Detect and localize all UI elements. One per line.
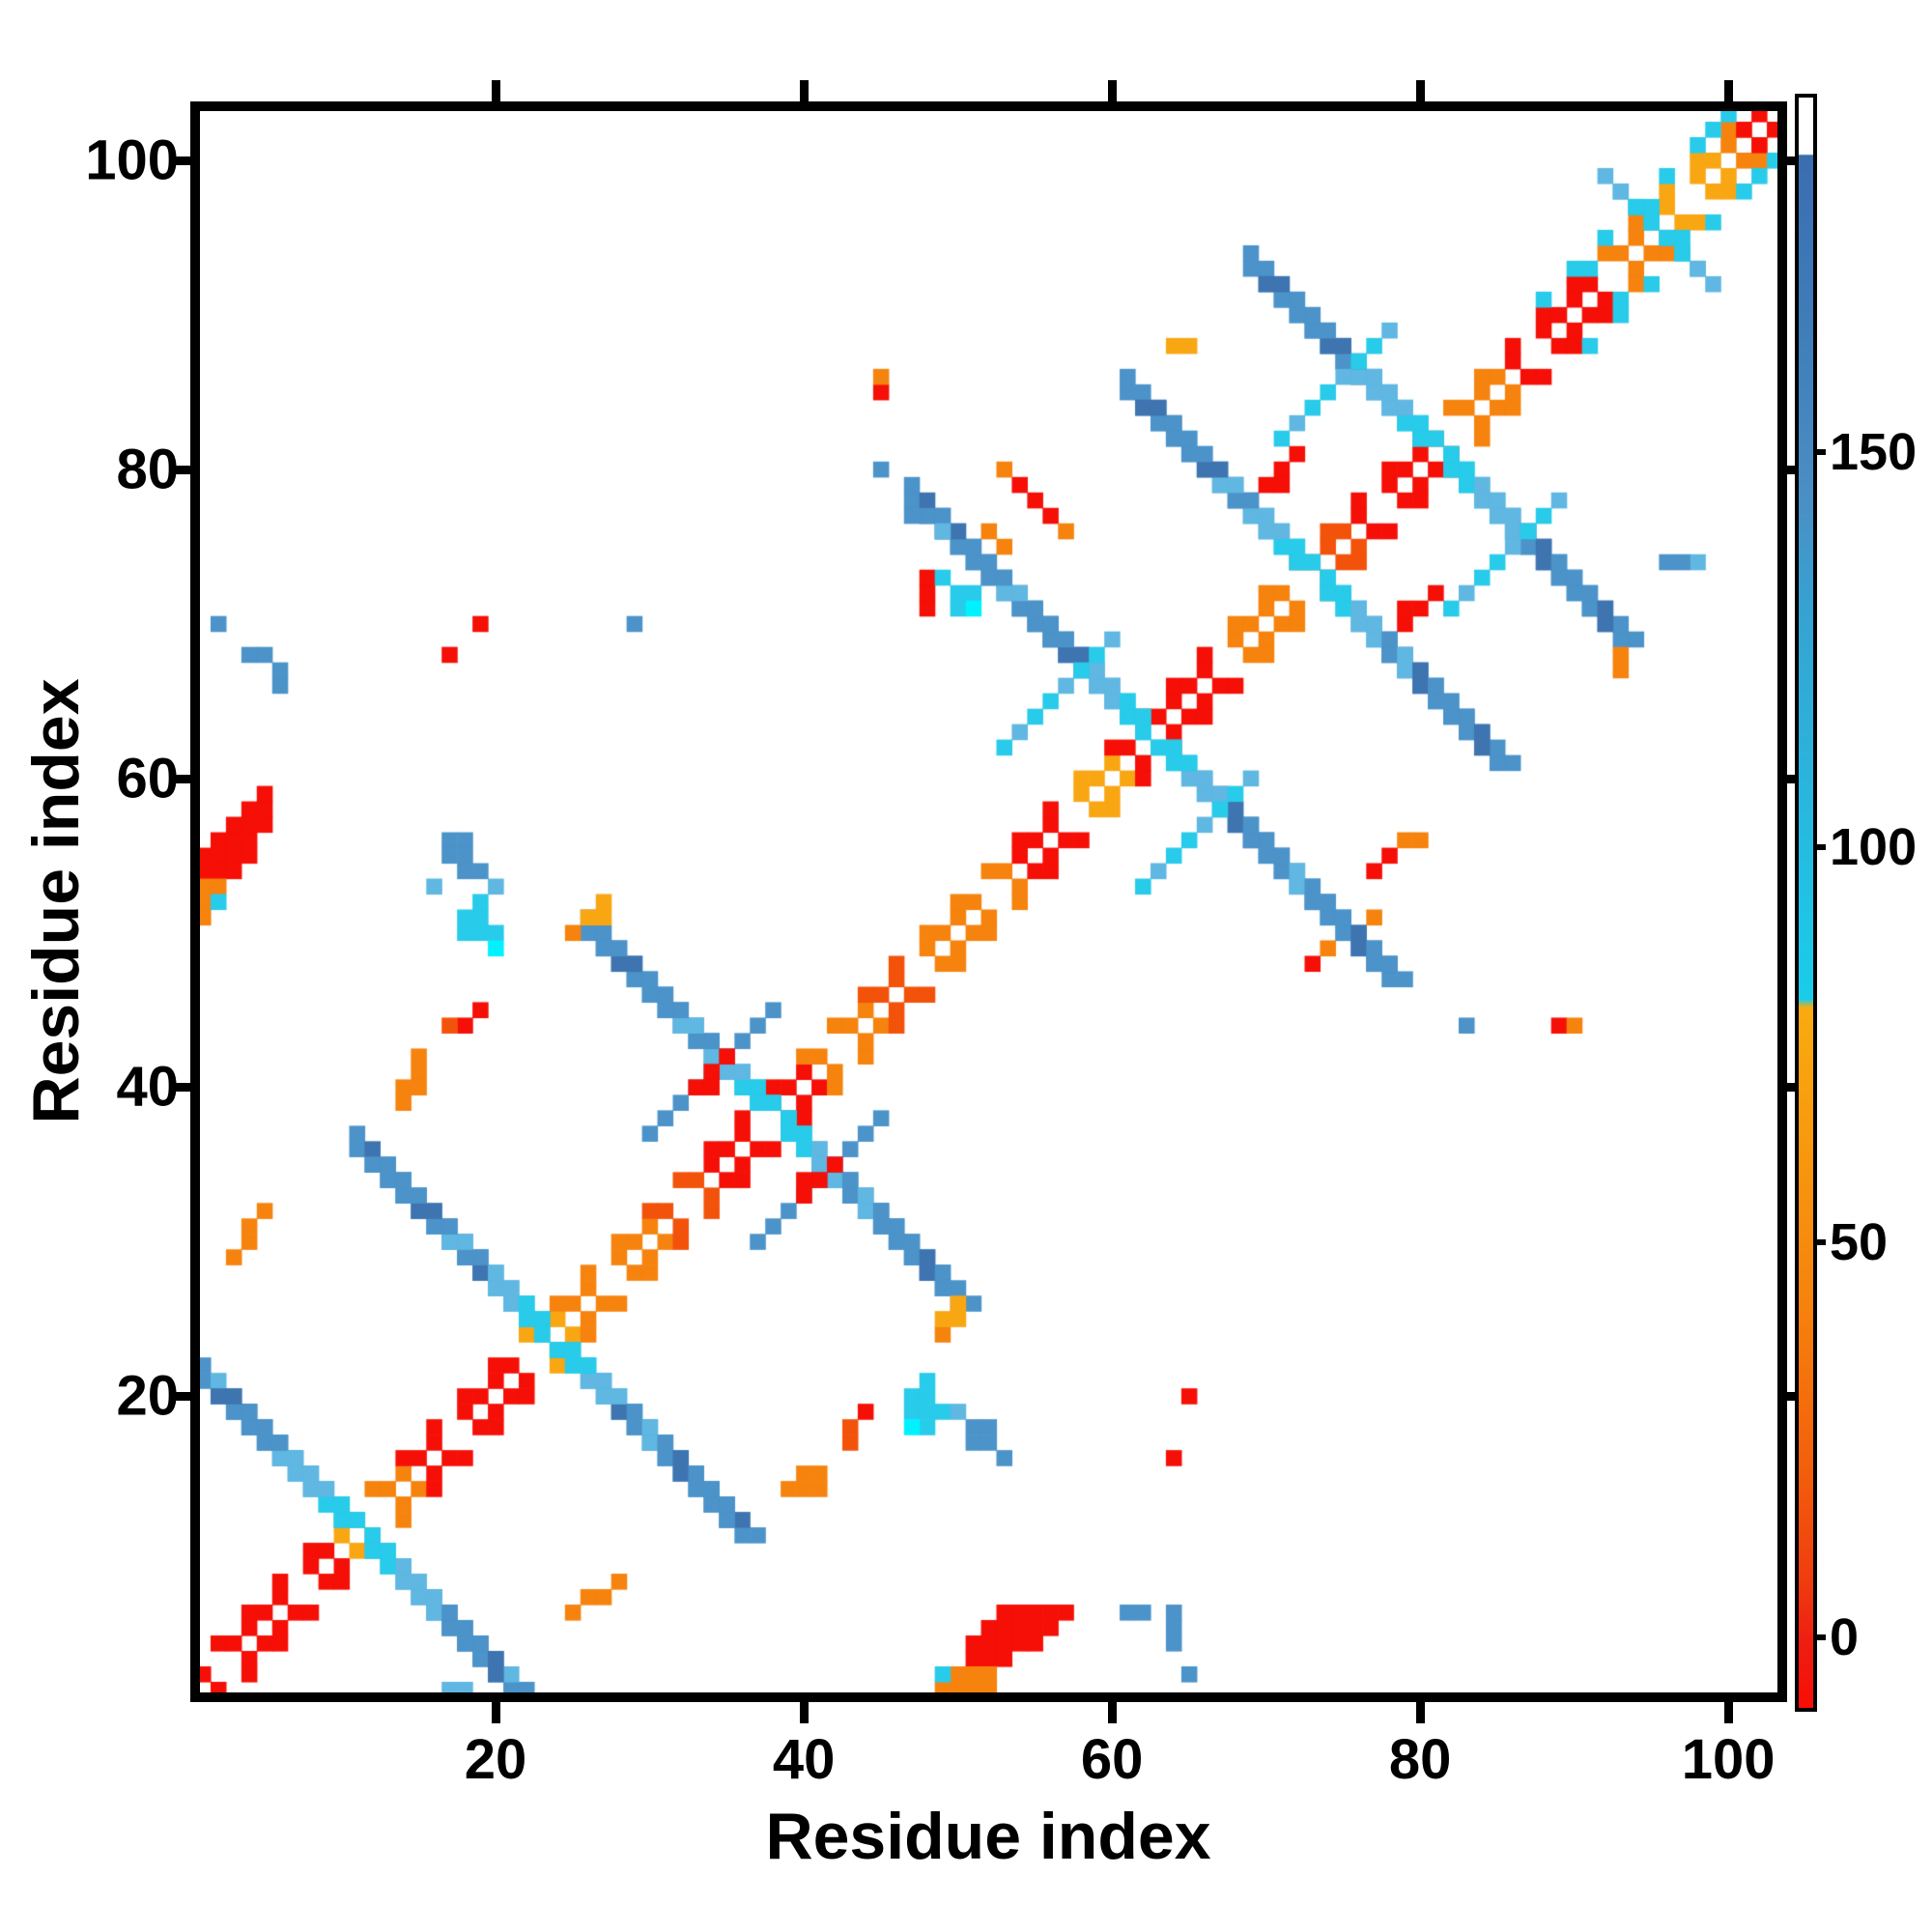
x-tick-top bbox=[1108, 80, 1118, 101]
colorbar-tick-label: 0 bbox=[1830, 1608, 1860, 1667]
y-tick-label: 20 bbox=[116, 1364, 179, 1428]
colorbar-tick-label: 150 bbox=[1830, 423, 1918, 482]
y-tick-left bbox=[169, 774, 190, 783]
x-tick-bottom bbox=[1108, 1702, 1118, 1723]
x-tick-bottom bbox=[492, 1702, 501, 1723]
x-tick-label: 20 bbox=[464, 1728, 527, 1791]
x-tick-bottom bbox=[800, 1702, 810, 1723]
x-tick-label: 100 bbox=[1681, 1728, 1776, 1791]
x-tick-bottom bbox=[1416, 1702, 1426, 1723]
y-tick-label: 80 bbox=[116, 438, 179, 501]
colorbar-tick-label: 50 bbox=[1830, 1213, 1889, 1272]
colorbar-tick bbox=[1814, 844, 1826, 851]
y-tick-label: 40 bbox=[116, 1055, 179, 1119]
y-tick-left bbox=[169, 156, 190, 165]
y-tick-label: 100 bbox=[85, 128, 179, 192]
x-tick-bottom bbox=[1724, 1702, 1734, 1723]
y-tick-label: 60 bbox=[116, 747, 179, 810]
colorbar-tick bbox=[1814, 1239, 1826, 1246]
colorbar bbox=[1795, 94, 1817, 1712]
colorbar-gradient bbox=[1799, 98, 1813, 1708]
x-tick-label: 60 bbox=[1080, 1728, 1144, 1791]
colorbar-tick-label: 100 bbox=[1830, 818, 1918, 877]
x-tick-top bbox=[1416, 80, 1426, 101]
x-tick-label: 40 bbox=[772, 1728, 836, 1791]
x-axis-title: Residue index bbox=[765, 1800, 1211, 1873]
x-tick-top bbox=[492, 80, 501, 101]
y-axis-title: Residue index bbox=[19, 678, 93, 1124]
colorbar-tick bbox=[1814, 1634, 1826, 1641]
x-tick-label: 80 bbox=[1388, 1728, 1452, 1791]
y-tick-left bbox=[169, 1083, 190, 1093]
heatmap-canvas bbox=[195, 106, 1782, 1697]
x-tick-top bbox=[1724, 80, 1734, 101]
y-tick-left bbox=[169, 465, 190, 474]
x-tick-top bbox=[800, 80, 810, 101]
y-tick-left bbox=[169, 1392, 190, 1402]
colorbar-tick bbox=[1814, 449, 1826, 456]
